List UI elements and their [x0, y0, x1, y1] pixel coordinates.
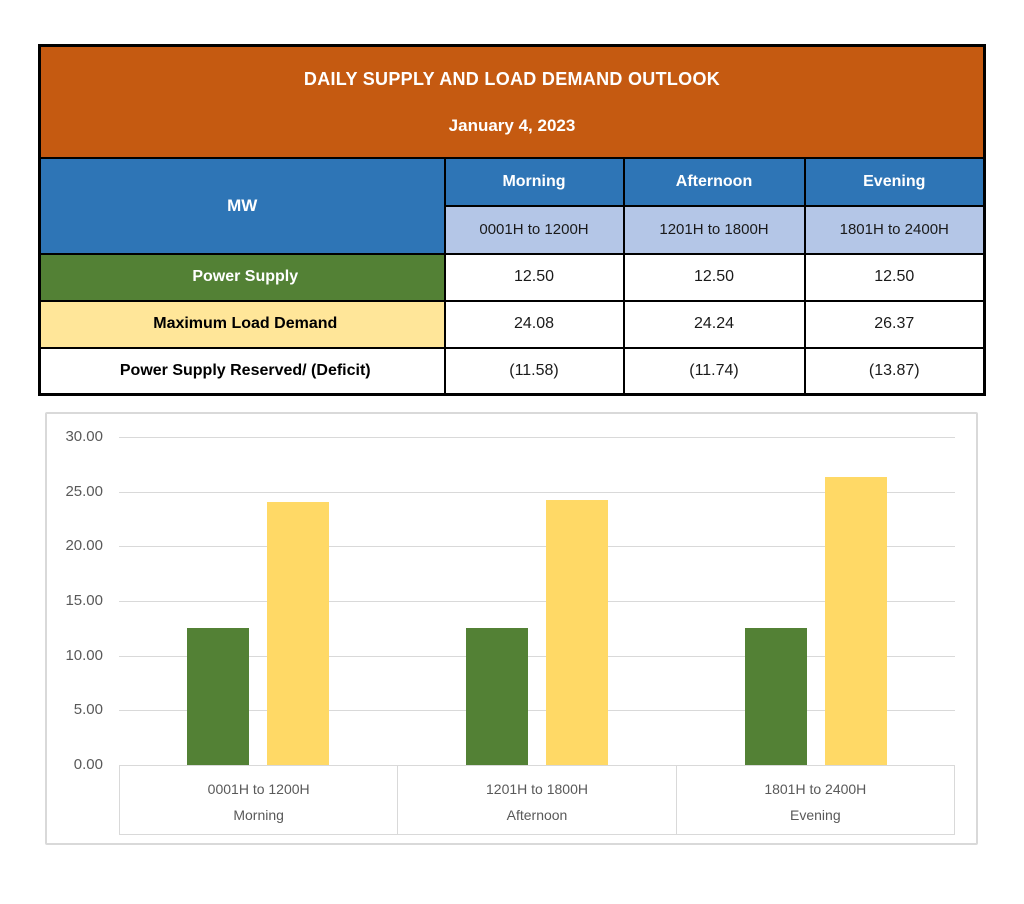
- hours-header-evening: 1801H to 2400H: [803, 204, 986, 255]
- hours-header-morning: 0001H to 1200H: [443, 204, 625, 255]
- value-max-load-afternoon: 24.24: [622, 299, 806, 349]
- y-axis-label: 30.00: [65, 428, 103, 445]
- category-hours-label: 0001H to 1200H: [207, 780, 310, 797]
- bar-power-supply-afternoon: [466, 628, 528, 765]
- value-power-supply-afternoon: 12.50: [622, 252, 806, 302]
- row-label-max-load-demand: Maximum Load Demand: [38, 299, 446, 349]
- category-period-label: Evening: [790, 807, 841, 824]
- category-axis: 0001H to 1200H Morning 1201H to 1800H After…: [119, 765, 955, 835]
- category-group-afternoon: 1201H to 1800H Afternoon: [397, 766, 675, 834]
- value-max-load-morning: 24.08: [443, 299, 625, 349]
- row-label-power-supply: Power Supply: [38, 252, 446, 302]
- category-hours-label: 1801H to 2400H: [764, 780, 867, 797]
- table-date: January 4, 2023: [448, 116, 576, 136]
- gridline-5.00: [119, 710, 955, 712]
- y-axis-label: 5.00: [73, 701, 103, 719]
- value-max-load-evening: 26.37: [803, 299, 986, 349]
- table-row-reserve-deficit: Power Supply Reserved/ (Deficit) (11.58)…: [38, 346, 986, 396]
- value-reserve-morning: (11.58): [443, 346, 625, 396]
- bar-max-load-demand-morning: [267, 501, 330, 765]
- table-row-max-load-demand: Maximum Load Demand 24.08 24.24 26.37: [38, 299, 986, 349]
- y-axis-label: 0.00: [73, 756, 103, 773]
- period-header-evening: Evening: [803, 156, 986, 207]
- y-axis-label: 25.00: [65, 482, 103, 500]
- y-axis-label: 10.00: [65, 646, 103, 664]
- bar-max-load-demand-evening: [824, 476, 887, 765]
- table-row-power-supply: Power Supply 12.50 12.50 12.50: [38, 252, 986, 302]
- hours-header-afternoon: 1201H to 1800H: [622, 204, 806, 255]
- y-axis-label: 15.00: [65, 592, 103, 609]
- table-title-banner: DAILY SUPPLY AND LOAD DEMAND OUTLOOK Jan…: [38, 44, 986, 159]
- period-header-morning: Morning: [443, 156, 625, 207]
- category-group-morning: 0001H to 1200H Morning: [120, 766, 397, 834]
- gridline-10.00: [119, 655, 955, 657]
- value-reserve-afternoon: (11.74): [622, 346, 806, 396]
- table-title: DAILY SUPPLY AND LOAD DEMAND OUTLOOK: [303, 69, 721, 90]
- bar-max-load-demand-afternoon: [546, 499, 608, 765]
- value-power-supply-morning: 12.50: [443, 252, 625, 302]
- bar-chart: 0.00 5.00 10.00 15.00 20.00 25.00 30.00 0001H t…: [45, 412, 978, 845]
- value-reserve-evening: (13.87): [803, 346, 986, 396]
- value-power-supply-evening: 12.50: [803, 252, 986, 302]
- bar-power-supply-evening: [744, 628, 807, 765]
- period-header-afternoon: Afternoon: [622, 156, 806, 207]
- gridline-15.00: [119, 601, 955, 602]
- supply-demand-table: DAILY SUPPLY AND LOAD DEMAND OUTLOOK Jan…: [38, 44, 986, 396]
- category-period-label: Afternoon: [506, 807, 568, 824]
- row-label-reserve-deficit: Power Supply Reserved/ (Deficit): [38, 346, 446, 396]
- category-hours-label: 1201H to 1800H: [486, 780, 588, 797]
- y-axis-label: 20.00: [65, 537, 103, 555]
- bar-power-supply-morning: [187, 628, 250, 765]
- gridline-20.00: [119, 546, 955, 548]
- category-period-label: Morning: [233, 807, 284, 824]
- gridline-25.00: [119, 491, 955, 493]
- unit-header-cell: MW: [38, 156, 446, 255]
- gridline-30.00: [119, 437, 955, 438]
- category-group-evening: 1801H to 2400H Evening: [675, 766, 954, 834]
